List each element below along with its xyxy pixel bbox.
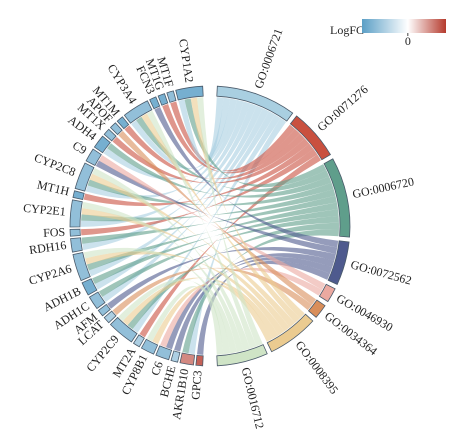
term-label: GO:0016712	[239, 366, 267, 430]
term-block	[307, 299, 326, 318]
term-block	[318, 283, 336, 303]
gene-label: CYP2A6	[27, 261, 73, 287]
ribbon	[81, 189, 336, 222]
gene-block	[69, 228, 81, 237]
gene-block	[140, 338, 159, 355]
term-block	[216, 344, 268, 367]
ribbon	[95, 160, 338, 255]
gene-block	[103, 128, 117, 142]
ribbon	[118, 279, 231, 355]
gene-block	[195, 354, 204, 367]
gene-block	[170, 350, 181, 363]
legend-title: LogFC	[330, 23, 364, 37]
ribbon	[107, 246, 336, 309]
gene-block	[132, 334, 145, 348]
ribbon	[86, 202, 338, 271]
term-block	[216, 85, 294, 122]
gene-label: MT1H	[36, 177, 71, 198]
gene-block	[74, 162, 95, 192]
ribbon	[112, 136, 310, 184]
gene-block	[93, 135, 111, 154]
gene-block	[109, 316, 138, 343]
ribbon	[81, 101, 251, 227]
gene-block	[166, 90, 177, 103]
gene-label: CYP2E1	[23, 201, 67, 219]
term-block	[266, 313, 314, 353]
ribbon	[83, 143, 314, 207]
ribbon	[170, 101, 296, 172]
gene-block	[116, 116, 130, 130]
ribbon	[124, 125, 305, 180]
ribbon	[178, 97, 224, 163]
gene-block	[123, 100, 153, 124]
gene-block	[72, 190, 85, 200]
gene-label: C9	[70, 138, 89, 157]
term-label: GO:0006721	[251, 27, 285, 91]
gene-block	[88, 291, 106, 310]
gene-block	[157, 93, 169, 106]
gene-block	[70, 237, 83, 253]
ribbon	[92, 209, 339, 285]
ribbon	[196, 260, 330, 355]
gene-label: CYP2C8	[32, 150, 77, 179]
ribbon	[85, 251, 285, 336]
gene-label: C6	[148, 359, 166, 377]
gene-block	[72, 252, 91, 282]
ribbons	[81, 97, 339, 355]
ribbon	[81, 195, 337, 244]
term-label: GO:0006720	[351, 174, 415, 201]
gene-block	[81, 278, 98, 296]
ribbon	[146, 110, 257, 349]
gene-block	[149, 96, 161, 110]
gene-block	[85, 148, 102, 167]
gene-label: FOS	[43, 225, 66, 240]
gene-block	[155, 345, 173, 361]
ribbon	[118, 130, 317, 305]
ribbon	[146, 286, 224, 355]
ribbon	[165, 253, 335, 350]
term-block	[327, 240, 350, 285]
colorbar	[362, 19, 446, 33]
ribbon	[141, 113, 301, 324]
gene-label: GPC3	[188, 370, 204, 400]
gene-block	[103, 310, 117, 324]
term-label: GO:0008395	[293, 338, 342, 397]
legend-tick-label: 0	[405, 34, 411, 48]
ribbon	[87, 179, 334, 206]
ribbon	[174, 257, 333, 352]
gene-block	[97, 303, 111, 317]
gene-label: CYP1A2	[176, 38, 196, 84]
gene-block	[109, 122, 123, 136]
term-label: GO:0071276	[314, 82, 370, 134]
ribbon	[98, 155, 326, 290]
term-block	[289, 115, 331, 161]
gene-block	[175, 85, 204, 101]
ribbon	[196, 97, 263, 347]
gene-label: RDH16	[28, 238, 67, 257]
gene-block	[69, 199, 83, 228]
term-block	[323, 158, 351, 238]
term-label: GO:0072562	[349, 257, 413, 287]
gene-block	[179, 352, 196, 366]
ribbon	[131, 97, 231, 170]
